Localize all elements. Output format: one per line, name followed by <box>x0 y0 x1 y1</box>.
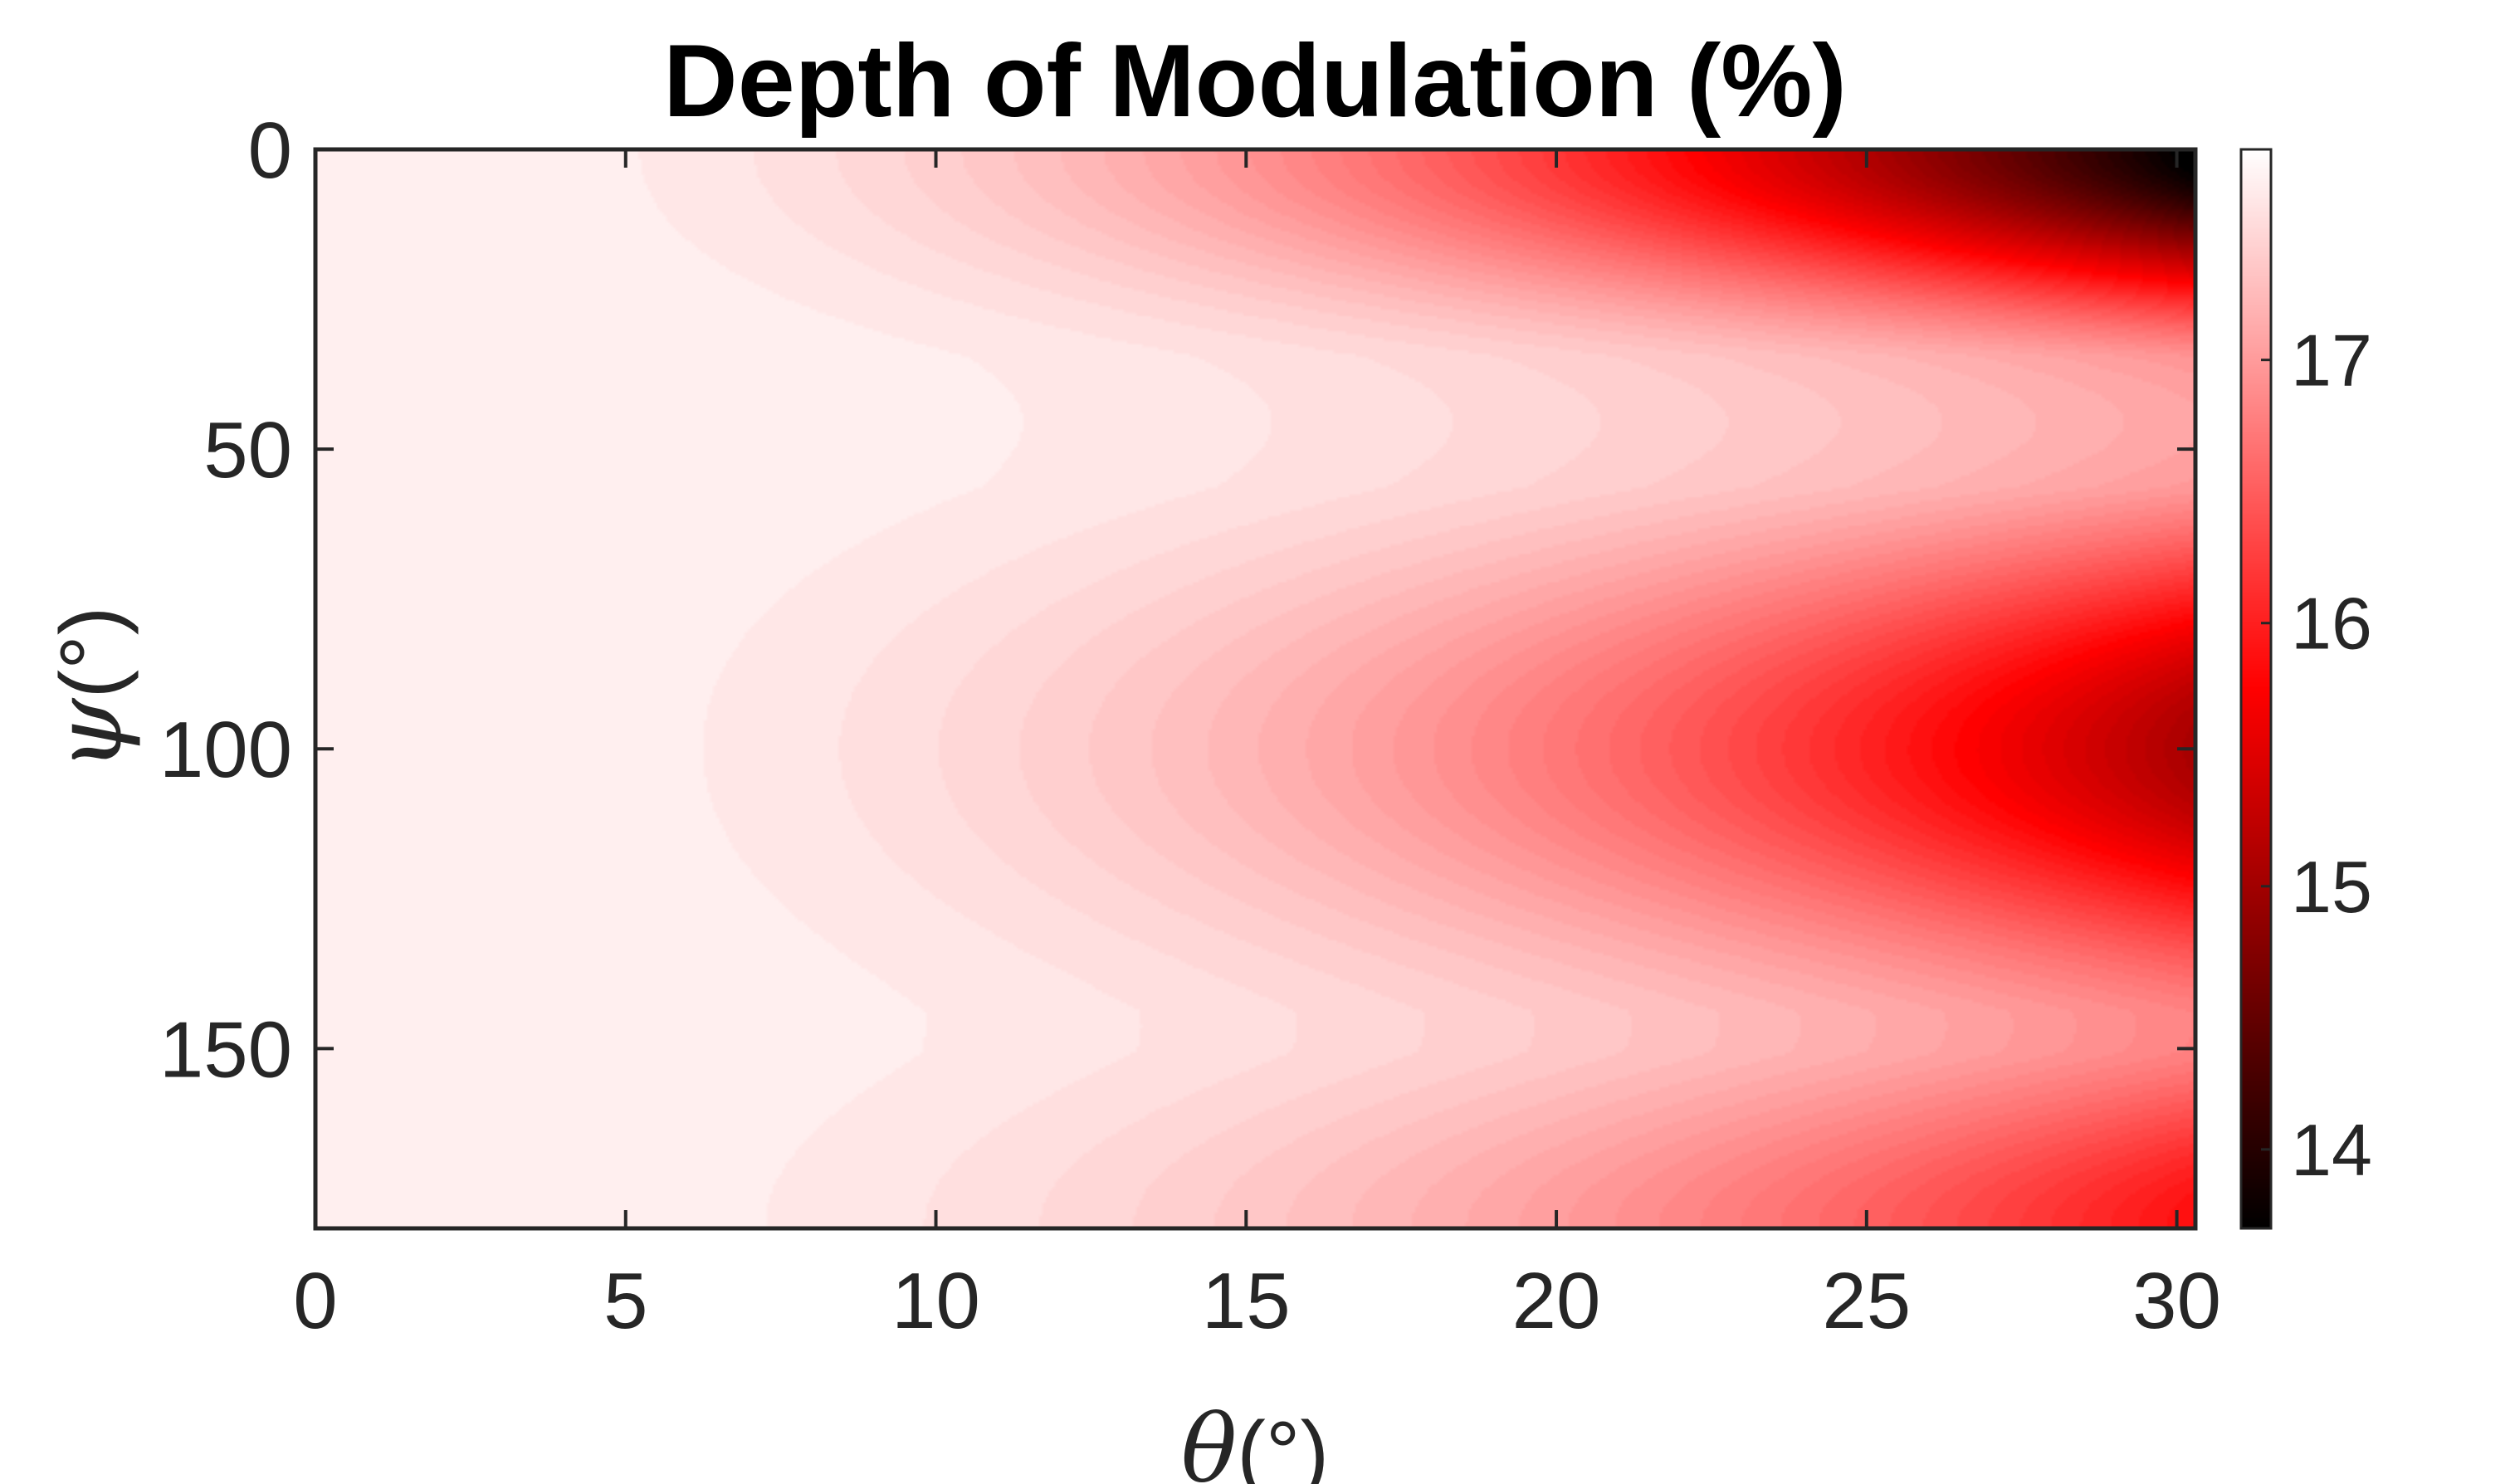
colorbar-tick-label: 17 <box>2291 320 2372 402</box>
colorbar-tick-label: 16 <box>2291 583 2372 665</box>
colorbar-gradient <box>2241 149 2271 1228</box>
x-axis-label: θ(°) <box>1181 1396 1329 1484</box>
x-tick-label: 30 <box>2132 1257 2221 1345</box>
colorbar-tick-label: 15 <box>2291 846 2372 928</box>
chart-title: Depth of Modulation (%) <box>663 24 1847 139</box>
x-tick-label: 5 <box>603 1257 647 1345</box>
x-tick-label: 10 <box>891 1257 980 1345</box>
x-tick-label: 0 <box>293 1257 337 1345</box>
colorbar-ticks: 14 15 16 17 <box>2261 320 2372 1191</box>
y-axis-label: ψ(°) <box>35 607 143 772</box>
plot-frame <box>313 147 2198 1231</box>
x-tick-label: 25 <box>1822 1257 1911 1345</box>
x-axis-unit: (°) <box>1237 1404 1329 1484</box>
y-tick-label: 100 <box>159 705 292 794</box>
y-axis: 0 50 100 150 <box>159 106 2195 1094</box>
y-axis-unit: (°) <box>43 607 139 699</box>
y-tick-label: 0 <box>248 106 292 195</box>
y-axis-symbol: ψ <box>35 697 143 771</box>
x-axis: 0 5 10 15 20 25 30 <box>293 149 2221 1345</box>
colorbar-frame <box>2239 148 2273 1230</box>
y-tick-label: 150 <box>159 1005 292 1094</box>
colorbar: 14 15 16 17 <box>2239 148 2372 1230</box>
x-tick-label: 15 <box>1202 1257 1291 1345</box>
heatmap-plot-area <box>313 147 2198 1231</box>
heatmap-image <box>315 149 2195 1228</box>
x-axis-symbol: θ <box>1181 1396 1237 1484</box>
x-tick-label: 20 <box>1512 1257 1601 1345</box>
y-tick-label: 50 <box>203 406 292 495</box>
colorbar-tick-label: 14 <box>2291 1109 2372 1191</box>
